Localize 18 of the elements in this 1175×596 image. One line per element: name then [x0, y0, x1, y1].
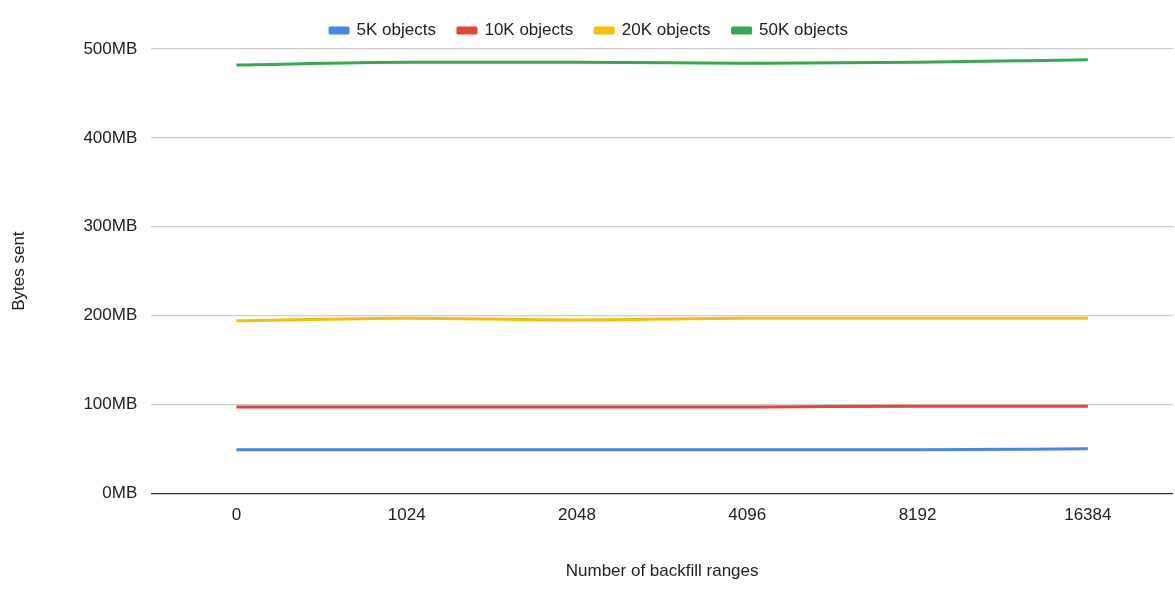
y-tick-label: 300MB	[83, 216, 138, 236]
legend-label: 10K objects	[484, 20, 574, 40]
y-tick-label: 100MB	[83, 394, 138, 414]
x-tick-label: 0	[231, 505, 242, 525]
legend-label: 20K objects	[621, 20, 711, 40]
x-tick-label: 8192	[898, 505, 937, 525]
x-axis-title: Number of backfill ranges	[565, 561, 759, 581]
x-tick-label: 16384	[1064, 505, 1112, 525]
x-tick-label: 2048	[558, 505, 596, 525]
legend-label: 5K objects	[356, 20, 436, 40]
y-tick-label: 400MB	[83, 127, 138, 147]
x-tick-label: 4096	[728, 505, 767, 525]
y-tick-label: 200MB	[83, 305, 138, 325]
x-tick-label: 1024	[387, 505, 426, 525]
legend-label: 50K objects	[759, 20, 848, 40]
y-axis-title: Bytes sent	[8, 231, 28, 311]
y-tick-label: 500MB	[83, 38, 138, 58]
y-tick-label: 0MB	[102, 482, 138, 502]
